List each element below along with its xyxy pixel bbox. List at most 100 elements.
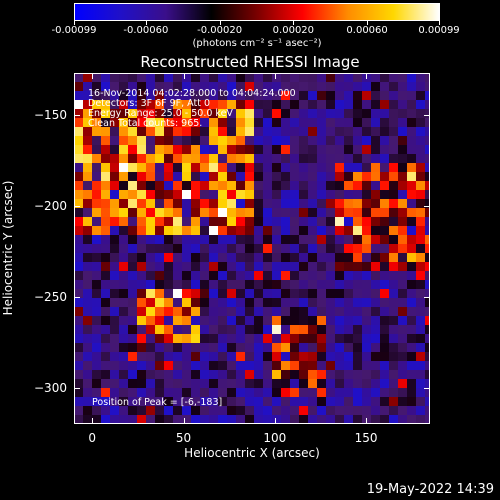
heatmap-cell — [200, 325, 210, 335]
heatmap-cell — [389, 118, 399, 128]
heatmap-cell — [101, 388, 111, 398]
heatmap-cell — [281, 298, 291, 308]
heatmap-cell — [263, 199, 273, 209]
heatmap-cell — [227, 244, 237, 254]
heatmap-cell — [326, 82, 336, 92]
y-axis-label: Heliocentric Y (arcsec) — [1, 180, 15, 316]
heatmap-cell — [146, 244, 156, 254]
heatmap-cell — [326, 172, 336, 182]
heatmap-cell — [110, 226, 120, 236]
heatmap-cell — [317, 73, 327, 83]
heatmap-cell — [362, 118, 372, 128]
heatmap-cell — [110, 100, 120, 110]
heatmap-cell — [119, 271, 129, 281]
heatmap-cell — [236, 73, 246, 83]
heatmap-cell — [344, 82, 354, 92]
heatmap-cell — [281, 379, 291, 389]
heatmap-cell — [299, 253, 309, 263]
colorbar-tick — [439, 21, 440, 25]
heatmap-cell — [425, 289, 430, 299]
heatmap-cell — [164, 334, 174, 344]
heatmap-cell — [101, 127, 111, 137]
heatmap-cell — [254, 271, 264, 281]
heatmap-cell — [353, 163, 363, 173]
heatmap-cell — [335, 271, 345, 281]
heatmap-cell — [83, 235, 93, 245]
heatmap-plot[interactable]: 16-Nov-2014 04:02:28.000 to 04:04:24.000… — [74, 73, 430, 424]
heatmap-cell — [398, 208, 408, 218]
heatmap-cell — [227, 415, 237, 424]
heatmap-cell — [344, 73, 354, 83]
heatmap-cell — [317, 343, 327, 353]
heatmap-cell — [317, 217, 327, 227]
heatmap-cell — [263, 109, 273, 119]
heatmap-cell — [380, 289, 390, 299]
heatmap-cell — [128, 145, 138, 155]
heatmap-cell — [380, 397, 390, 407]
y-tick-label: −250 — [34, 289, 67, 304]
heatmap-cell — [290, 154, 300, 164]
heatmap-cell — [227, 307, 237, 317]
heatmap-cell — [227, 388, 237, 398]
heatmap-cell — [128, 253, 138, 263]
heatmap-cell — [209, 379, 219, 389]
heatmap-cell — [173, 289, 183, 299]
heatmap-cell — [263, 316, 273, 326]
heatmap-cell — [353, 154, 363, 164]
heatmap-cell — [380, 172, 390, 182]
heatmap-cell — [182, 325, 192, 335]
heatmap-cell — [245, 199, 255, 209]
heatmap-cell — [227, 100, 237, 110]
heatmap-cell — [110, 298, 120, 308]
heatmap-cell — [389, 388, 399, 398]
heatmap-cell — [182, 163, 192, 173]
heatmap-cell — [227, 226, 237, 236]
heatmap-cell — [83, 127, 93, 137]
heatmap-cell — [128, 217, 138, 227]
heatmap-cell — [155, 100, 165, 110]
heatmap-cell — [308, 163, 318, 173]
heatmap-cell — [101, 100, 111, 110]
heatmap-cell — [83, 370, 93, 380]
heatmap-cell — [173, 325, 183, 335]
heatmap-cell — [317, 406, 327, 416]
heatmap-cell — [281, 406, 291, 416]
heatmap-cell — [119, 199, 129, 209]
heatmap-cell — [272, 289, 282, 299]
heatmap-cell — [101, 154, 111, 164]
heatmap-cell — [110, 325, 120, 335]
heatmap-cell — [290, 388, 300, 398]
heatmap-cell — [182, 244, 192, 254]
heatmap-cell — [371, 334, 381, 344]
heatmap-cell — [380, 379, 390, 389]
heatmap-cell — [389, 154, 399, 164]
heatmap-cell — [191, 181, 201, 191]
heatmap-cell — [425, 145, 430, 155]
heatmap-cell — [425, 370, 430, 380]
heatmap-cell — [137, 91, 147, 101]
heatmap-cell — [155, 415, 165, 424]
heatmap-cell — [182, 217, 192, 227]
heatmap-cell — [308, 127, 318, 137]
heatmap-cell — [137, 109, 147, 119]
heatmap-cell — [236, 136, 246, 146]
heatmap-cell — [200, 343, 210, 353]
heatmap-cell — [191, 145, 201, 155]
heatmap-cell — [272, 82, 282, 92]
heatmap-cell — [362, 316, 372, 326]
heatmap-cell — [254, 253, 264, 263]
heatmap-cell — [335, 361, 345, 371]
heatmap-cell — [146, 235, 156, 245]
heatmap-cell — [191, 91, 201, 101]
heatmap-cell — [398, 136, 408, 146]
heatmap-cell — [119, 397, 129, 407]
heatmap-cell — [227, 280, 237, 290]
heatmap-cell — [308, 352, 318, 362]
heatmap-cell — [227, 298, 237, 308]
heatmap-cell — [371, 388, 381, 398]
heatmap-cell — [74, 262, 84, 272]
heatmap-cell — [101, 325, 111, 335]
heatmap-cell — [398, 262, 408, 272]
heatmap-cell — [263, 127, 273, 137]
heatmap-cell — [128, 235, 138, 245]
